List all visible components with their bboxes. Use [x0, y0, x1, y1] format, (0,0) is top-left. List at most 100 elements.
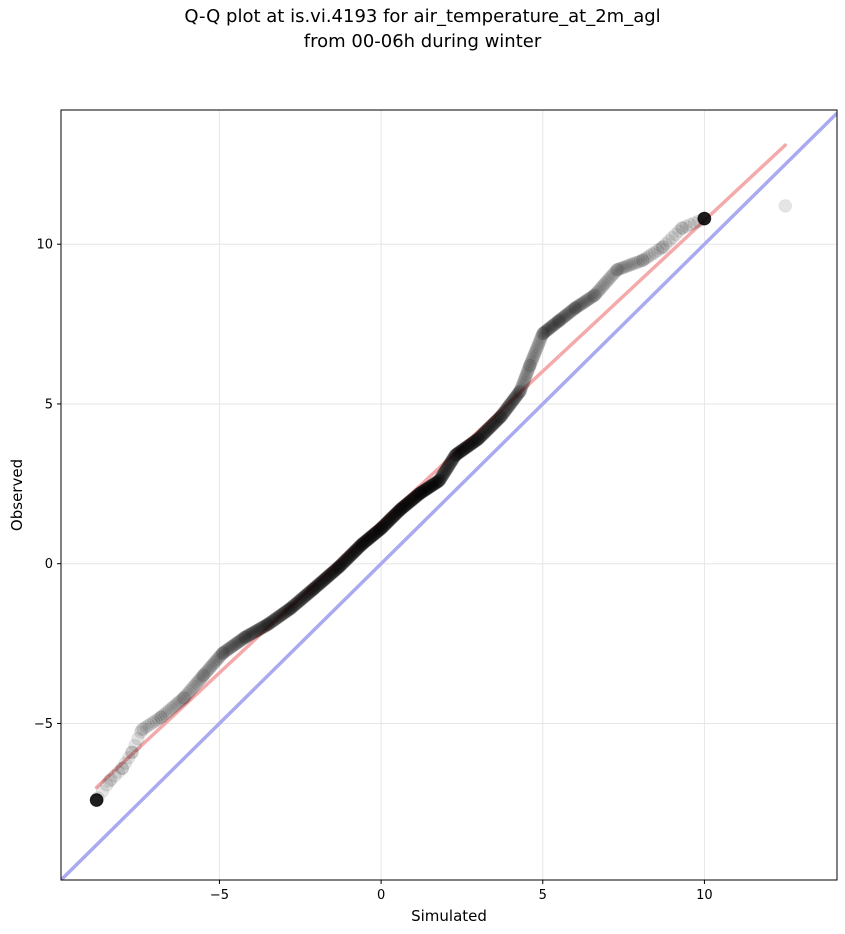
data-point: [457, 441, 472, 456]
data-point: [578, 294, 593, 309]
data-point: [341, 550, 356, 565]
data-point: [456, 442, 470, 457]
data-point: [388, 507, 402, 522]
data-point: [326, 565, 341, 579]
data-point: [565, 303, 580, 317]
data-point: [411, 487, 426, 502]
data-point: [320, 570, 335, 584]
data-point: [413, 486, 428, 500]
data-point: [202, 661, 217, 676]
data-point: [431, 474, 445, 489]
data-point: [697, 211, 712, 226]
data-point: [384, 511, 398, 526]
data-point: [361, 532, 376, 546]
data-point: [216, 646, 230, 660]
data-point: [377, 518, 392, 533]
data-point: [587, 288, 602, 303]
data-point: [520, 366, 534, 380]
data-point: [301, 586, 315, 601]
data-point: [477, 425, 492, 440]
data-point: [374, 521, 389, 535]
data-point: [364, 530, 378, 544]
data-point: [603, 270, 618, 285]
data-point: [354, 537, 369, 552]
data-point: [201, 663, 215, 677]
data-point: [213, 648, 228, 663]
data-point: [256, 620, 270, 635]
data-point: [409, 489, 424, 503]
data-point: [162, 703, 176, 718]
data-point: [207, 655, 222, 670]
data-point: [555, 311, 570, 325]
data-point: [543, 320, 558, 335]
data-point: [334, 558, 349, 572]
data-point: [415, 485, 430, 499]
data-point: [480, 422, 495, 437]
data-point: [234, 633, 249, 647]
data-point: [357, 535, 372, 550]
data-point: [89, 793, 104, 807]
data-point: [297, 589, 312, 604]
data-point: [367, 527, 381, 542]
data-point: [369, 525, 384, 540]
data-point: [389, 507, 403, 521]
data-point: [367, 527, 382, 542]
data-point: [438, 464, 453, 479]
data-point: [173, 693, 188, 708]
data-point: [381, 515, 395, 529]
data-point: [322, 568, 336, 583]
data-point: [392, 503, 407, 518]
data-point: [314, 575, 329, 589]
data-point: [386, 509, 400, 524]
data-point: [422, 480, 437, 494]
data-point: [292, 594, 307, 608]
data-point: [338, 554, 352, 569]
data-point: [269, 611, 283, 626]
data-point: [568, 301, 582, 316]
data-point: [489, 414, 503, 429]
data-point: [283, 601, 298, 616]
data-point: [494, 408, 509, 423]
data-point: [329, 562, 344, 576]
data-point: [395, 500, 410, 515]
data-point: [696, 212, 710, 226]
data-point: [290, 595, 305, 610]
data-point: [231, 635, 246, 649]
data-point: [629, 256, 643, 270]
data-point: [687, 216, 702, 230]
data-point: [444, 454, 459, 469]
data-point: [300, 587, 314, 602]
data-point: [379, 516, 394, 530]
data-point: [299, 588, 314, 602]
data-point: [395, 501, 410, 515]
x-tick-label: −5: [210, 888, 229, 903]
data-point: [346, 546, 361, 560]
plot-frame: [60, 109, 838, 881]
data-point: [408, 490, 422, 505]
data-point: [491, 412, 505, 427]
data-point: [514, 380, 529, 395]
data-point: [432, 473, 447, 488]
data-point: [406, 492, 420, 506]
data-point: [242, 627, 257, 642]
data-point: [498, 403, 513, 418]
data-point: [238, 630, 252, 645]
data-point: [453, 444, 468, 459]
y-tick-label: 10: [36, 238, 53, 253]
data-point: [217, 645, 231, 660]
data-point: [142, 718, 156, 733]
data-point: [430, 475, 445, 489]
data-point: [672, 224, 686, 238]
data-point: [228, 637, 243, 651]
data-point: [443, 456, 457, 471]
data-point: [335, 557, 349, 571]
data-point: [562, 305, 577, 320]
data-point: [378, 517, 393, 532]
data-point: [315, 574, 330, 588]
data-point: [595, 279, 610, 293]
data-point: [324, 567, 338, 581]
data-point: [241, 628, 255, 643]
data-point: [446, 452, 460, 466]
data-point: [486, 417, 500, 432]
data-point: [89, 793, 104, 807]
